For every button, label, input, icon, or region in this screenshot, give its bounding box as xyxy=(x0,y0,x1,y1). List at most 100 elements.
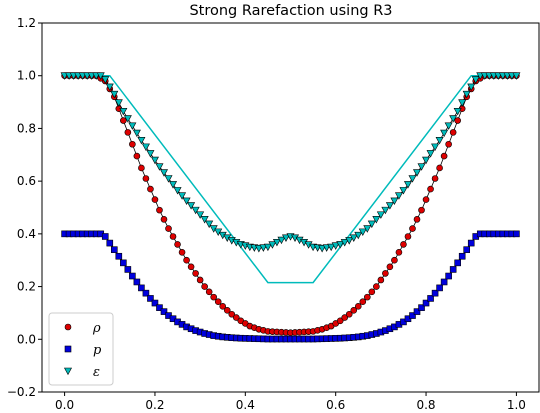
data-point xyxy=(183,256,190,264)
data-point xyxy=(422,299,430,307)
data-point xyxy=(146,150,155,158)
data-point xyxy=(138,164,145,172)
data-point xyxy=(155,163,164,171)
data-point xyxy=(132,129,141,138)
data-point xyxy=(462,90,471,99)
data-point xyxy=(120,259,127,267)
data-point xyxy=(403,181,412,189)
data-point xyxy=(133,152,141,160)
data-point xyxy=(164,175,173,183)
plot-frame xyxy=(41,22,540,393)
series-line xyxy=(64,233,517,340)
data-point xyxy=(340,239,349,247)
data-point xyxy=(263,243,272,252)
x-tick-label: 0.6 xyxy=(326,398,345,412)
data-point xyxy=(435,136,444,145)
data-point xyxy=(427,295,434,302)
data-point xyxy=(105,83,114,92)
legend-marker xyxy=(64,323,72,331)
data-point xyxy=(449,129,457,136)
data-point xyxy=(381,206,390,215)
x-tick-label: 0.2 xyxy=(145,398,164,412)
series-0 xyxy=(61,72,520,336)
data-point xyxy=(345,310,353,318)
data-point xyxy=(413,308,421,315)
data-point xyxy=(399,187,408,195)
x-tick-label: 0.0 xyxy=(55,398,74,412)
data-point xyxy=(390,197,399,206)
data-point xyxy=(453,107,462,116)
y-tick-label: 0.8 xyxy=(17,121,36,135)
data-point xyxy=(151,299,159,307)
data-point xyxy=(205,220,214,229)
data-point xyxy=(386,263,394,271)
data-point xyxy=(513,230,520,238)
x-tick-label: 0.4 xyxy=(236,398,255,412)
data-point xyxy=(336,241,345,249)
data-point xyxy=(160,308,168,315)
data-point xyxy=(354,303,362,310)
data-point xyxy=(368,288,376,296)
data-point xyxy=(173,187,182,195)
data-point xyxy=(363,225,372,233)
y-tick-label: 1.0 xyxy=(17,69,36,83)
data-point xyxy=(150,156,159,165)
data-point xyxy=(440,278,448,286)
data-point xyxy=(114,99,123,107)
data-point xyxy=(124,129,132,136)
y-tick-label: 0.6 xyxy=(17,174,36,188)
data-point xyxy=(373,283,380,290)
data-point xyxy=(463,246,471,253)
data-point xyxy=(354,231,363,240)
data-point xyxy=(364,293,371,301)
data-point xyxy=(385,202,394,210)
data-point xyxy=(382,270,389,277)
data-point xyxy=(196,211,205,219)
data-point xyxy=(147,185,154,193)
data-point xyxy=(201,283,208,290)
data-point xyxy=(187,202,196,210)
data-point xyxy=(178,192,187,200)
data-point xyxy=(331,242,340,250)
data-point xyxy=(436,284,443,292)
data-point xyxy=(219,303,227,310)
data-point xyxy=(182,197,191,206)
y-tick-label: −0.2 xyxy=(7,385,36,399)
legend-box xyxy=(48,312,114,386)
data-point xyxy=(440,152,448,160)
data-point xyxy=(151,196,159,203)
data-point xyxy=(281,234,290,242)
data-point xyxy=(142,175,150,182)
data-point xyxy=(272,238,281,247)
series-1 xyxy=(61,230,520,343)
data-point xyxy=(454,259,461,267)
data-point xyxy=(454,117,461,124)
axes: 0.0 0.2 0.4 0.6 0.8 1.0 −0.2 0.0 0.2 0.4 0.6 0.8 1.0… xyxy=(7,16,526,412)
data-point xyxy=(277,236,286,245)
data-point xyxy=(422,156,431,165)
data-point xyxy=(110,246,118,253)
data-point xyxy=(101,233,109,240)
legend-label: p xyxy=(93,343,102,358)
legend-marker xyxy=(64,345,72,353)
data-point xyxy=(200,216,209,224)
data-point xyxy=(187,263,195,271)
data-point xyxy=(129,140,136,148)
data-point xyxy=(458,99,467,107)
data-point xyxy=(133,278,141,286)
data-point xyxy=(445,140,452,148)
data-point xyxy=(191,206,200,215)
data-point xyxy=(318,245,327,253)
data-point xyxy=(400,241,407,248)
data-point xyxy=(445,272,452,280)
data-point xyxy=(418,304,425,311)
data-point xyxy=(427,185,434,193)
data-point xyxy=(336,317,344,325)
data-point xyxy=(147,295,154,302)
data-point xyxy=(391,256,398,264)
data-point xyxy=(169,181,178,189)
data-point xyxy=(159,169,168,177)
data-point xyxy=(129,272,136,280)
data-point xyxy=(205,288,213,296)
